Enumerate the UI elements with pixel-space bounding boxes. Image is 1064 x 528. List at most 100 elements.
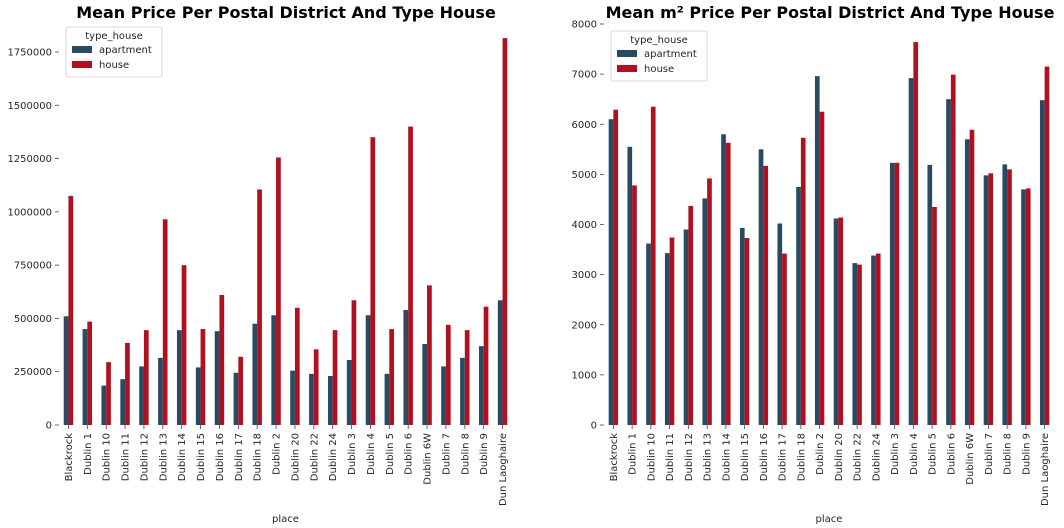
- x-tick-label: Dublin 16: [759, 433, 770, 481]
- legend-swatch-apartment: [617, 50, 637, 57]
- x-tick-label: Dun Laoghaire: [498, 433, 509, 506]
- bar-apartment: [608, 119, 614, 426]
- bar-house: [763, 165, 769, 425]
- bar-house: [332, 330, 338, 425]
- bar-apartment: [796, 186, 801, 425]
- bar-apartment: [983, 175, 989, 425]
- bar-house: [483, 306, 489, 425]
- bar-house: [143, 330, 149, 425]
- bar-house: [276, 157, 281, 425]
- bar-apartment: [252, 323, 258, 425]
- bar-apartment: [271, 315, 277, 425]
- legend-swatch-house: [617, 65, 637, 72]
- bar-house: [408, 126, 413, 425]
- bar-house: [838, 217, 844, 425]
- x-tick-label: Dublin 6: [404, 433, 415, 475]
- bar-apartment: [721, 134, 726, 425]
- bar-apartment: [777, 223, 783, 425]
- bar-apartment: [422, 344, 428, 425]
- chart-panel-1: Mean Price Per Postal District And Type …: [7, 3, 509, 525]
- bar-house: [1007, 169, 1012, 425]
- bar-house: [351, 300, 357, 425]
- x-tick-label: Dublin 13: [703, 433, 714, 481]
- legend-label-apartment: apartment: [644, 49, 697, 60]
- bar-apartment: [627, 146, 633, 425]
- bar-house: [800, 137, 806, 425]
- x-tick-label: Dublin 20: [834, 433, 845, 481]
- bar-house: [445, 324, 451, 425]
- bar-house: [87, 321, 93, 425]
- bar-house: [106, 362, 111, 425]
- bar-house: [464, 330, 470, 425]
- y-tick-label: 1500000: [7, 101, 52, 112]
- bar-apartment: [814, 76, 820, 425]
- bar-house: [181, 265, 187, 425]
- bar-apartment: [871, 255, 876, 425]
- bar-house: [1025, 188, 1031, 425]
- x-tick-label: Dublin 12: [139, 433, 150, 481]
- y-tick-label: 1000000: [7, 207, 52, 218]
- x-tick-label: Dublin 18: [253, 433, 264, 481]
- x-tick-label: Dublin 1: [83, 433, 94, 475]
- x-tick-label: Dublin 4: [909, 433, 920, 475]
- x-tick-label: Dublin 2: [815, 433, 826, 475]
- x-tick-label: Dublin 10: [102, 433, 113, 481]
- bar-apartment: [233, 372, 239, 425]
- bar-apartment: [664, 253, 670, 425]
- x-tick-label: Dublin 14: [721, 433, 732, 481]
- legend-label-house: house: [644, 64, 674, 75]
- y-tick-label: 250000: [14, 367, 52, 378]
- chart-title: Mean Price Per Postal District And Type …: [76, 3, 496, 22]
- x-tick-label: Dublin 7: [984, 433, 995, 475]
- y-tick-label: 2000: [572, 320, 597, 331]
- bar-house: [68, 195, 74, 425]
- bar-apartment: [739, 228, 745, 425]
- legend-title: type_house: [85, 31, 143, 42]
- bar-house: [875, 253, 881, 425]
- bar-apartment: [365, 315, 371, 425]
- bar-apartment: [889, 162, 895, 425]
- x-tick-label: Dublin 12: [684, 433, 695, 481]
- x-tick-label: Dublin 14: [177, 433, 188, 481]
- y-tick-label: 5000: [572, 170, 597, 181]
- x-tick-label: Blackrock: [64, 433, 75, 482]
- bar-house: [125, 342, 130, 425]
- x-tick-label: Dublin 10: [646, 433, 657, 481]
- legend-swatch-apartment: [72, 46, 92, 53]
- x-tick-label: Dublin 9: [1021, 433, 1032, 475]
- bar-apartment: [158, 357, 163, 425]
- bar-apartment: [702, 198, 708, 425]
- bar-apartment: [908, 78, 914, 425]
- x-tick-label: Dublin 8: [1003, 433, 1014, 475]
- x-tick-label: Dublin 6W: [965, 433, 976, 485]
- bar-apartment: [1002, 164, 1008, 425]
- x-tick-label: Dublin 15: [740, 433, 751, 481]
- bar-apartment: [327, 375, 333, 425]
- bar-house: [162, 219, 168, 425]
- bar-house: [688, 205, 694, 425]
- bar-apartment: [195, 367, 201, 425]
- bar-apartment: [139, 366, 144, 425]
- x-tick-label: Dublin 6: [946, 433, 957, 475]
- bar-house: [219, 294, 225, 425]
- y-tick-label: 0: [46, 421, 52, 432]
- bar-apartment: [758, 149, 764, 425]
- x-tick-label: Dublin 17: [234, 433, 245, 481]
- x-tick-label: Dublin 9: [479, 433, 490, 475]
- bar-apartment: [1021, 189, 1026, 425]
- x-tick-label: Dublin 11: [121, 433, 132, 481]
- x-tick-label: Dublin 3: [890, 433, 901, 475]
- legend-swatch-house: [72, 61, 92, 68]
- bar-apartment: [497, 300, 503, 425]
- x-tick-label: Dublin 24: [871, 433, 882, 481]
- x-tick-label: Dublin 7: [441, 433, 452, 475]
- bar-house: [313, 349, 319, 425]
- bar-house: [257, 189, 262, 425]
- bar-apartment: [101, 385, 107, 425]
- bar-house: [632, 185, 637, 425]
- bar-house: [427, 285, 432, 425]
- bar-house: [744, 238, 750, 425]
- bar-apartment: [833, 218, 839, 425]
- bar-house: [238, 356, 244, 425]
